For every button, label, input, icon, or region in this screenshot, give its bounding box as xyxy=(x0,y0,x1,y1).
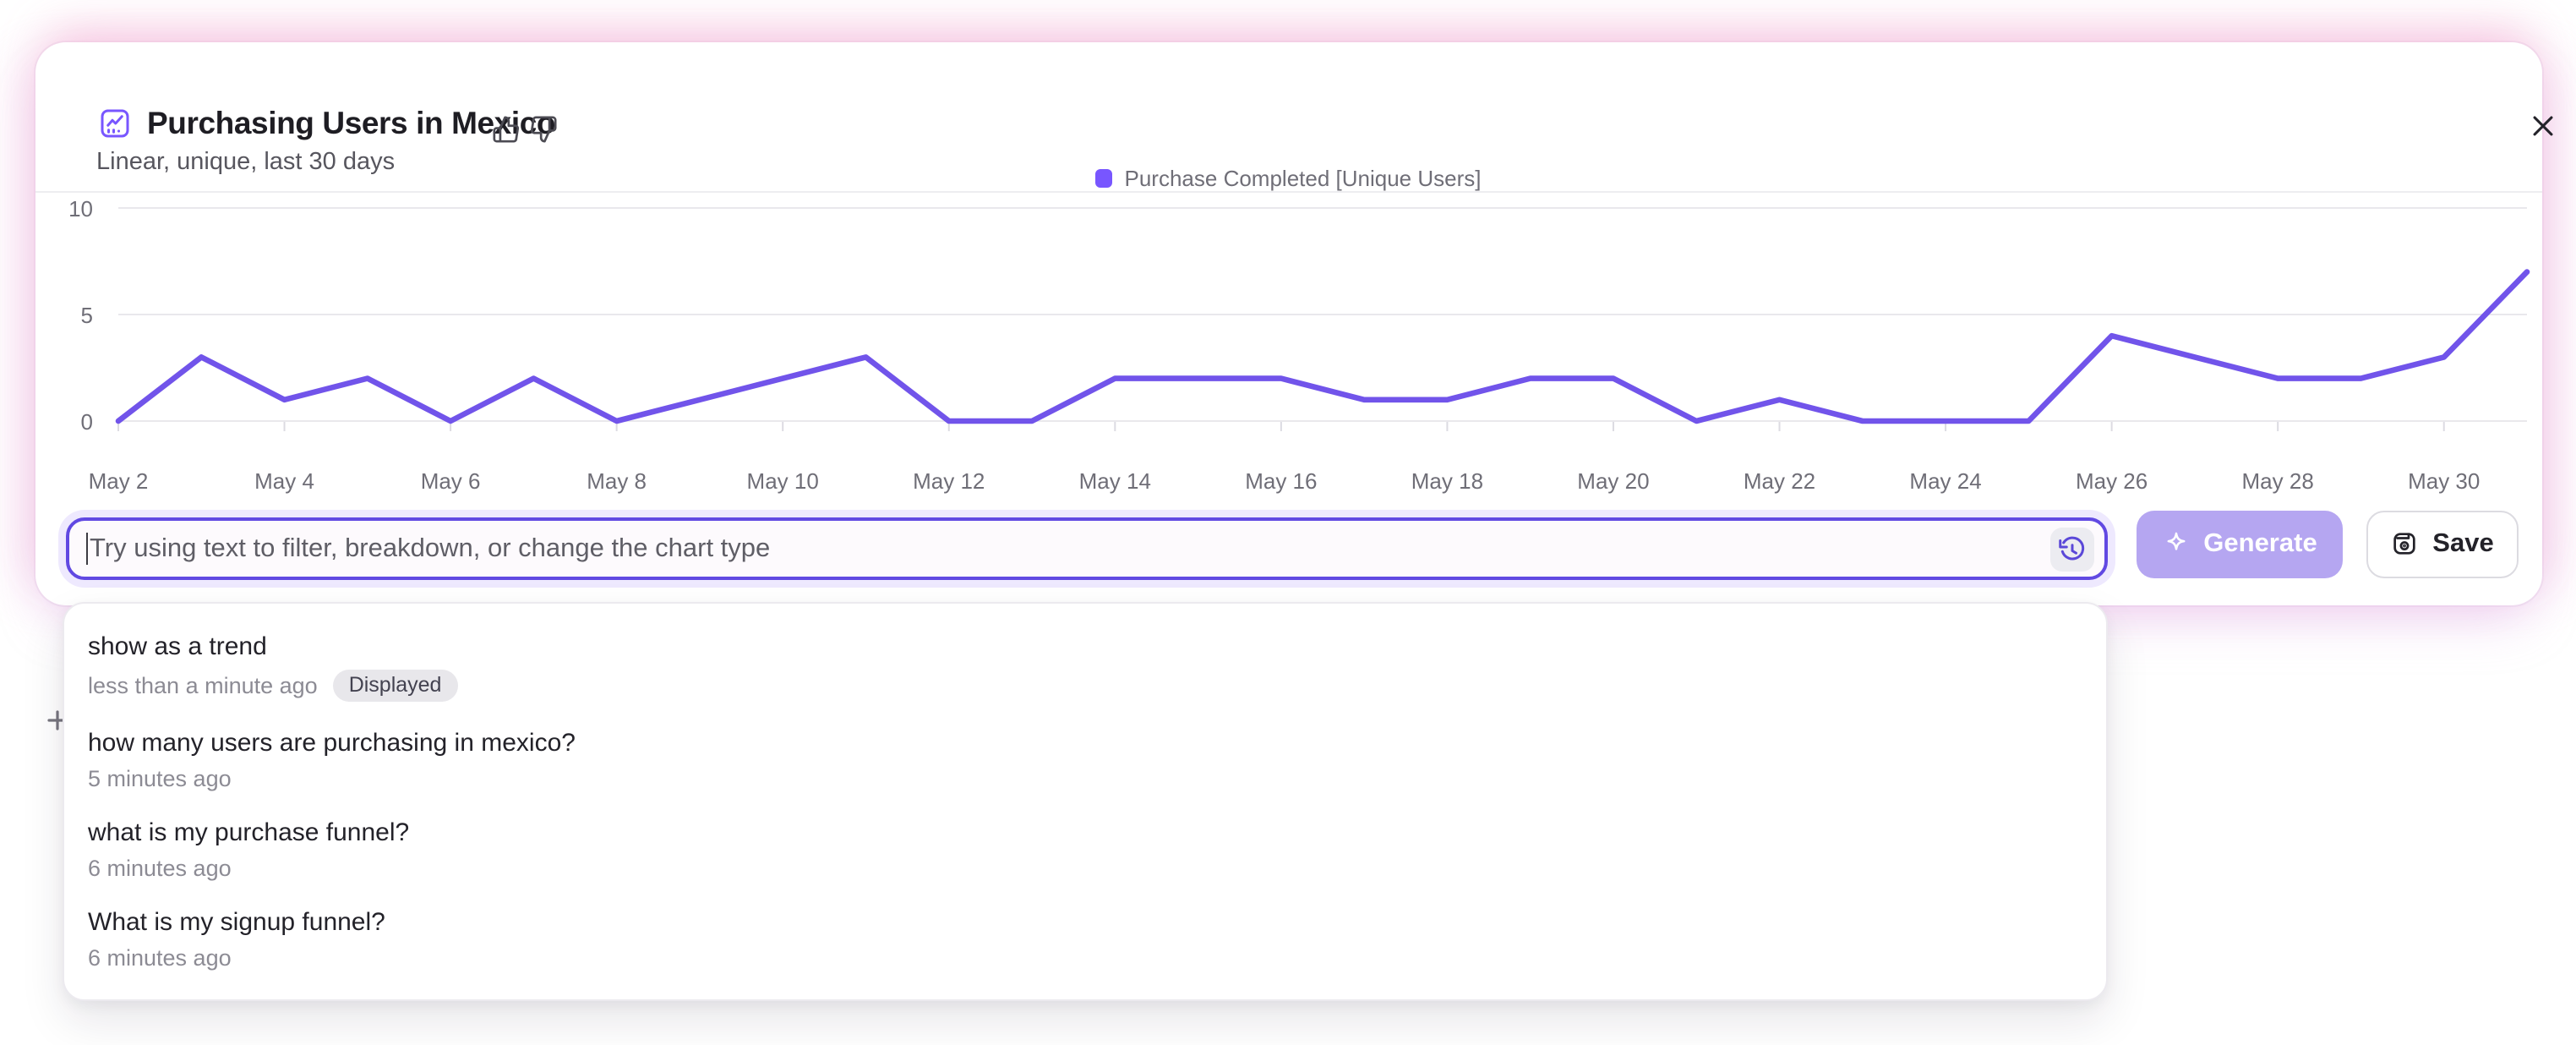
history-meta: 6 minutes ago xyxy=(88,855,2081,880)
generate-label: Generate xyxy=(2203,528,2317,558)
save-label: Save xyxy=(2432,528,2494,558)
status-badge: Displayed xyxy=(332,669,458,701)
history-meta: 5 minutes ago xyxy=(88,765,2081,791)
history-dropdown: show as a trend less than a minute ago Dis… xyxy=(62,602,2107,1001)
page-title: Purchasing Users in Mexico xyxy=(147,105,556,140)
history-meta: less than a minute ago Displayed xyxy=(88,669,2081,701)
ai-prompt-input[interactable] xyxy=(90,521,2033,577)
history-query: What is my signup funnel? xyxy=(88,907,385,936)
history-timestamp: less than a minute ago xyxy=(88,672,318,698)
history-timestamp: 5 minutes ago xyxy=(88,765,232,791)
history-meta: 6 minutes ago xyxy=(88,944,2081,970)
thumbs-up-icon[interactable] xyxy=(492,115,521,144)
history-icon xyxy=(2059,536,2085,561)
history-query: what is my purchase funnel? xyxy=(88,818,410,846)
history-timestamp: 6 minutes ago xyxy=(88,944,232,970)
thumbs-down-icon[interactable] xyxy=(529,115,558,144)
text-caret xyxy=(85,533,88,565)
line-chart-icon xyxy=(101,109,129,138)
close-icon xyxy=(2532,115,2552,135)
history-item[interactable]: how many users are purchasing in mexico?… xyxy=(63,714,2105,803)
history-item[interactable]: show as a trend less than a minute ago Dis… xyxy=(63,617,2105,714)
history-timestamp: 6 minutes ago xyxy=(88,855,232,880)
generate-button[interactable]: Generate xyxy=(2137,511,2342,577)
chart-subtitle: Linear, unique, last 30 days xyxy=(96,149,396,176)
header-divider xyxy=(35,191,2542,193)
ai-prompt-input-wrapper xyxy=(66,517,2108,580)
close-button[interactable] xyxy=(2524,107,2561,144)
history-query: how many users are purchasing in mexico? xyxy=(88,728,576,757)
history-item[interactable]: What is my signup funnel? 6 minutes ago xyxy=(63,893,2105,982)
save-icon xyxy=(2393,533,2415,555)
history-item[interactable]: what is my purchase funnel? 6 minutes ago xyxy=(63,803,2105,893)
sparkle-icon xyxy=(2166,533,2185,551)
history-button[interactable] xyxy=(2050,528,2094,572)
history-query: show as a trend xyxy=(88,632,267,660)
save-button[interactable]: Save xyxy=(2366,511,2518,577)
